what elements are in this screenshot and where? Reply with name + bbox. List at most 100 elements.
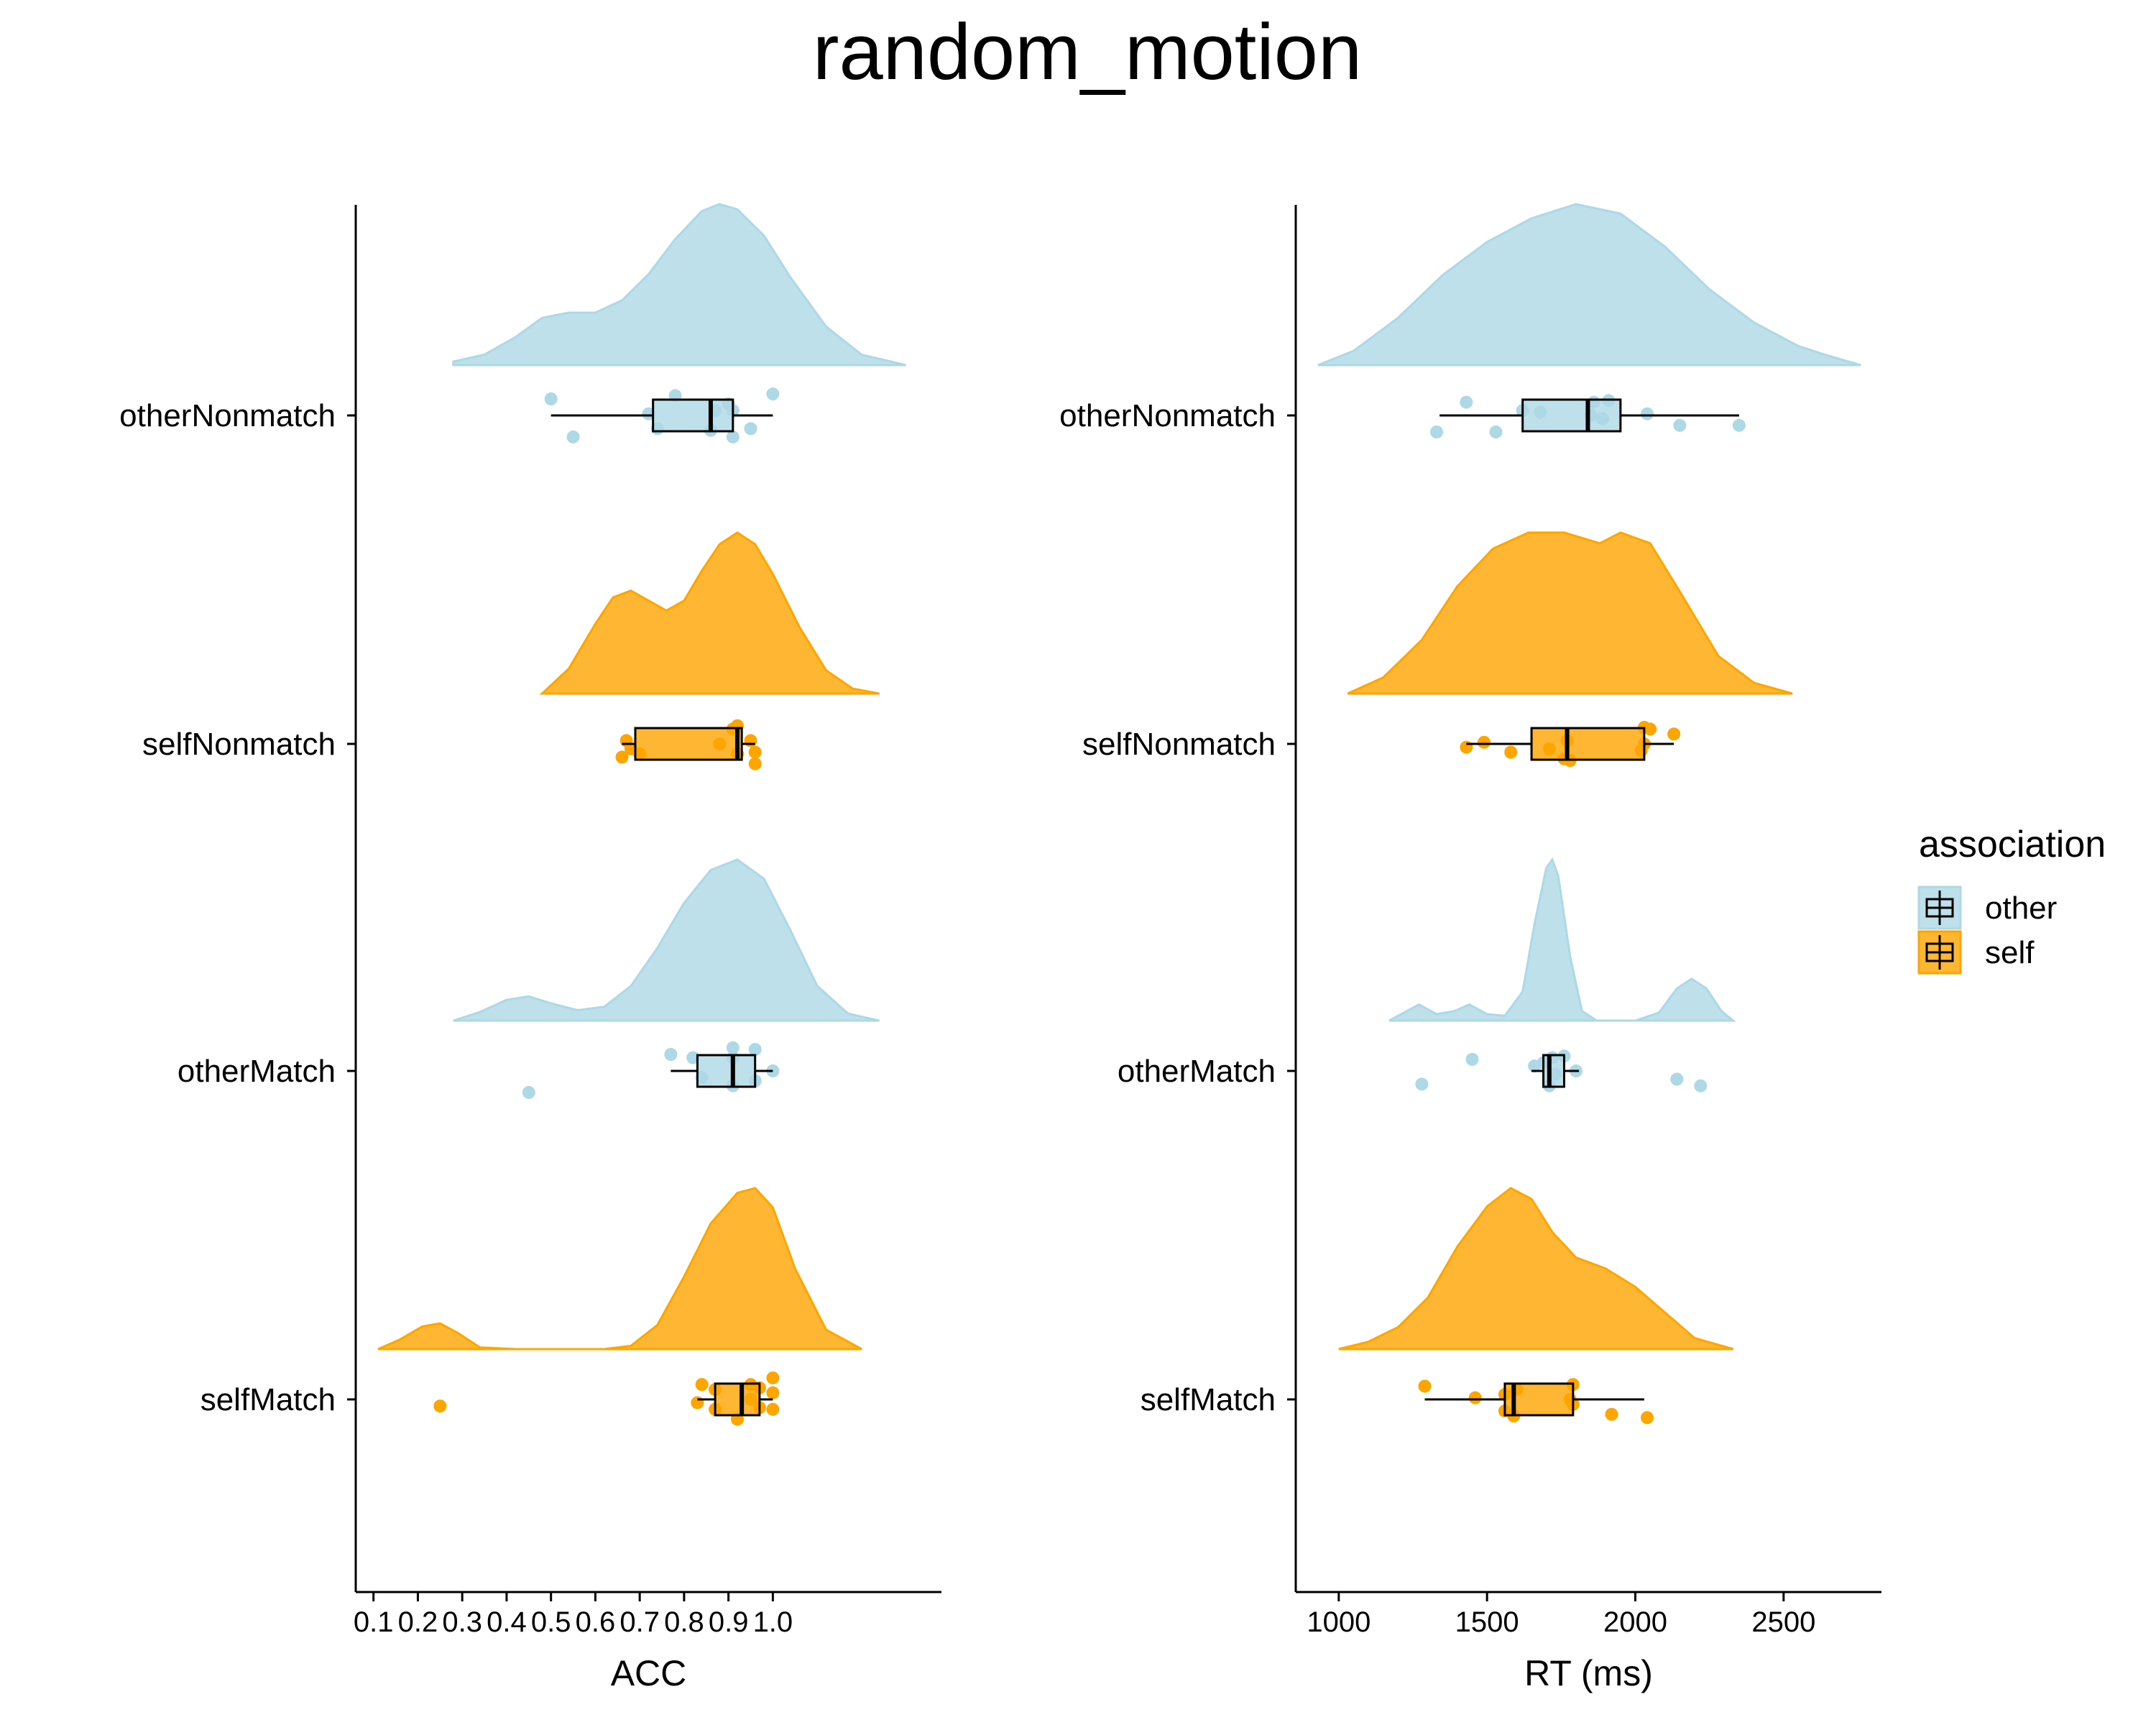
group-selfMatch (1338, 1187, 1734, 1425)
point-selfNonmatch-10 (748, 757, 762, 770)
density-otherMatch (453, 858, 880, 1022)
box-selfNonmatch (634, 727, 743, 761)
box-otherNonmatch (1521, 398, 1622, 433)
point-otherNonmatch-4 (642, 407, 655, 420)
density-otherNonmatch (1317, 203, 1861, 367)
density-otherNonmatch (452, 203, 906, 367)
point-otherNonmatch-10 (1489, 426, 1503, 438)
point-otherMatch-5 (766, 1064, 780, 1077)
point-selfMatch-10 (1641, 1411, 1654, 1425)
legend-key-self (1917, 930, 1962, 975)
point-otherNonmatch-10 (726, 430, 740, 443)
point-selfMatch-1 (695, 1378, 709, 1392)
point-otherNonmatch-9 (744, 422, 757, 436)
chart-panels: otherNonmatch selfNonmatch otherMatch selfM… (119, 203, 1881, 1693)
point-selfNonmatch-8 (615, 750, 629, 764)
point-otherMatch-10 (1694, 1079, 1708, 1092)
category-label-otherMatch: otherMatch (1118, 1054, 1276, 1089)
point-otherMatch-4 (1528, 1059, 1542, 1073)
density-selfNonmatch (1347, 531, 1793, 695)
legend: association other self (1917, 824, 2106, 975)
x-axis-title: ACC (611, 1653, 687, 1693)
group-otherNonmatch (1317, 203, 1861, 438)
xtick-label-3: 2500 (1751, 1606, 1815, 1638)
xtick-label-0: 0.1 (354, 1606, 394, 1638)
xtick-label-0: 1000 (1307, 1606, 1370, 1638)
panel-rt: otherNonmatch selfNonmatch otherMatch selfM… (1059, 203, 1881, 1693)
point-selfMatch-5 (766, 1386, 780, 1399)
box-selfMatch (1503, 1382, 1575, 1417)
density-selfMatch (377, 1187, 862, 1351)
category-label-selfMatch: selfMatch (1141, 1382, 1276, 1417)
point-otherMatch-8 (1415, 1077, 1429, 1091)
point-otherNonmatch-4 (1641, 407, 1654, 420)
xtick-label-7: 0.8 (664, 1606, 704, 1638)
point-otherMatch-1 (748, 1043, 762, 1057)
xtick-label-5: 0.6 (576, 1606, 616, 1638)
xtick-label-2: 0.3 (442, 1606, 482, 1638)
point-selfMatch-11 (433, 1399, 447, 1413)
point-otherMatch-3 (686, 1051, 700, 1064)
density-selfNonmatch (539, 531, 880, 695)
box-otherMatch (696, 1054, 757, 1088)
category-label-otherNonmatch: otherNonmatch (1059, 398, 1276, 433)
point-selfMatch-0 (1418, 1379, 1432, 1393)
point-selfNonmatch-1 (1644, 722, 1657, 736)
category-label-selfNonmatch: selfNonmatch (142, 727, 336, 762)
legend-label-other: other (1985, 891, 2057, 926)
xtick-label-8: 0.9 (709, 1606, 749, 1638)
point-selfMatch-7 (691, 1396, 704, 1409)
legend-label-self: self (1985, 935, 2035, 970)
category-label-otherMatch: otherMatch (178, 1054, 336, 1089)
point-otherNonmatch-7 (1673, 418, 1687, 432)
point-selfNonmatch-6 (1460, 740, 1473, 754)
box-otherMatch (1542, 1054, 1565, 1088)
group-selfNonmatch (539, 531, 880, 770)
legend-title: association (1919, 824, 2106, 865)
point-selfNonmatch-4 (744, 734, 757, 748)
panel-acc: otherNonmatch selfNonmatch otherMatch selfM… (119, 203, 941, 1693)
group-selfNonmatch (1347, 531, 1793, 767)
figure-title: random_motion (813, 8, 1362, 96)
xtick-label-9: 1.0 (753, 1606, 793, 1638)
density-otherMatch (1388, 857, 1736, 1022)
point-selfNonmatch-3 (1478, 735, 1491, 749)
point-otherNonmatch-3 (766, 387, 780, 401)
point-selfMatch-0 (766, 1371, 780, 1385)
point-selfNonmatch-7 (748, 745, 762, 759)
category-label-selfMatch: selfMatch (201, 1382, 336, 1417)
point-otherNonmatch-0 (1460, 395, 1473, 409)
point-selfNonmatch-7 (1504, 745, 1518, 759)
box-otherNonmatch (652, 398, 734, 433)
point-selfNonmatch-2 (1667, 727, 1681, 741)
point-selfMatch-8 (1605, 1407, 1618, 1421)
group-otherMatch (453, 858, 880, 1099)
point-otherMatch-7 (1670, 1072, 1684, 1086)
xtick-label-2: 2000 (1603, 1606, 1667, 1638)
category-label-otherNonmatch: otherNonmatch (119, 398, 336, 433)
point-otherMatch-9 (522, 1085, 535, 1099)
point-otherNonmatch-9 (1430, 426, 1443, 438)
category-label-selfNonmatch: selfNonmatch (1082, 727, 1276, 762)
point-selfMatch-3 (1468, 1391, 1482, 1404)
point-otherMatch-0 (726, 1041, 740, 1054)
x-axis-title: RT (ms) (1524, 1653, 1653, 1693)
point-otherMatch-1 (1465, 1052, 1479, 1066)
xtick-label-1: 0.2 (398, 1606, 438, 1638)
xtick-label-1: 1500 (1455, 1606, 1519, 1638)
legend-key-other (1917, 886, 1962, 930)
xtick-label-6: 0.7 (619, 1606, 660, 1638)
box-selfNonmatch (1530, 727, 1646, 761)
point-selfMatch-10 (766, 1402, 780, 1416)
group-otherNonmatch (452, 203, 906, 443)
xtick-label-4: 0.5 (531, 1606, 571, 1638)
group-selfMatch (377, 1187, 862, 1426)
point-otherNonmatch-11 (566, 430, 580, 443)
point-otherNonmatch-0 (544, 392, 558, 405)
group-otherMatch (1388, 857, 1736, 1092)
point-otherNonmatch-8 (1732, 418, 1746, 432)
box-selfMatch (714, 1382, 761, 1417)
xtick-label-3: 0.4 (487, 1606, 527, 1638)
density-selfMatch (1338, 1187, 1734, 1351)
